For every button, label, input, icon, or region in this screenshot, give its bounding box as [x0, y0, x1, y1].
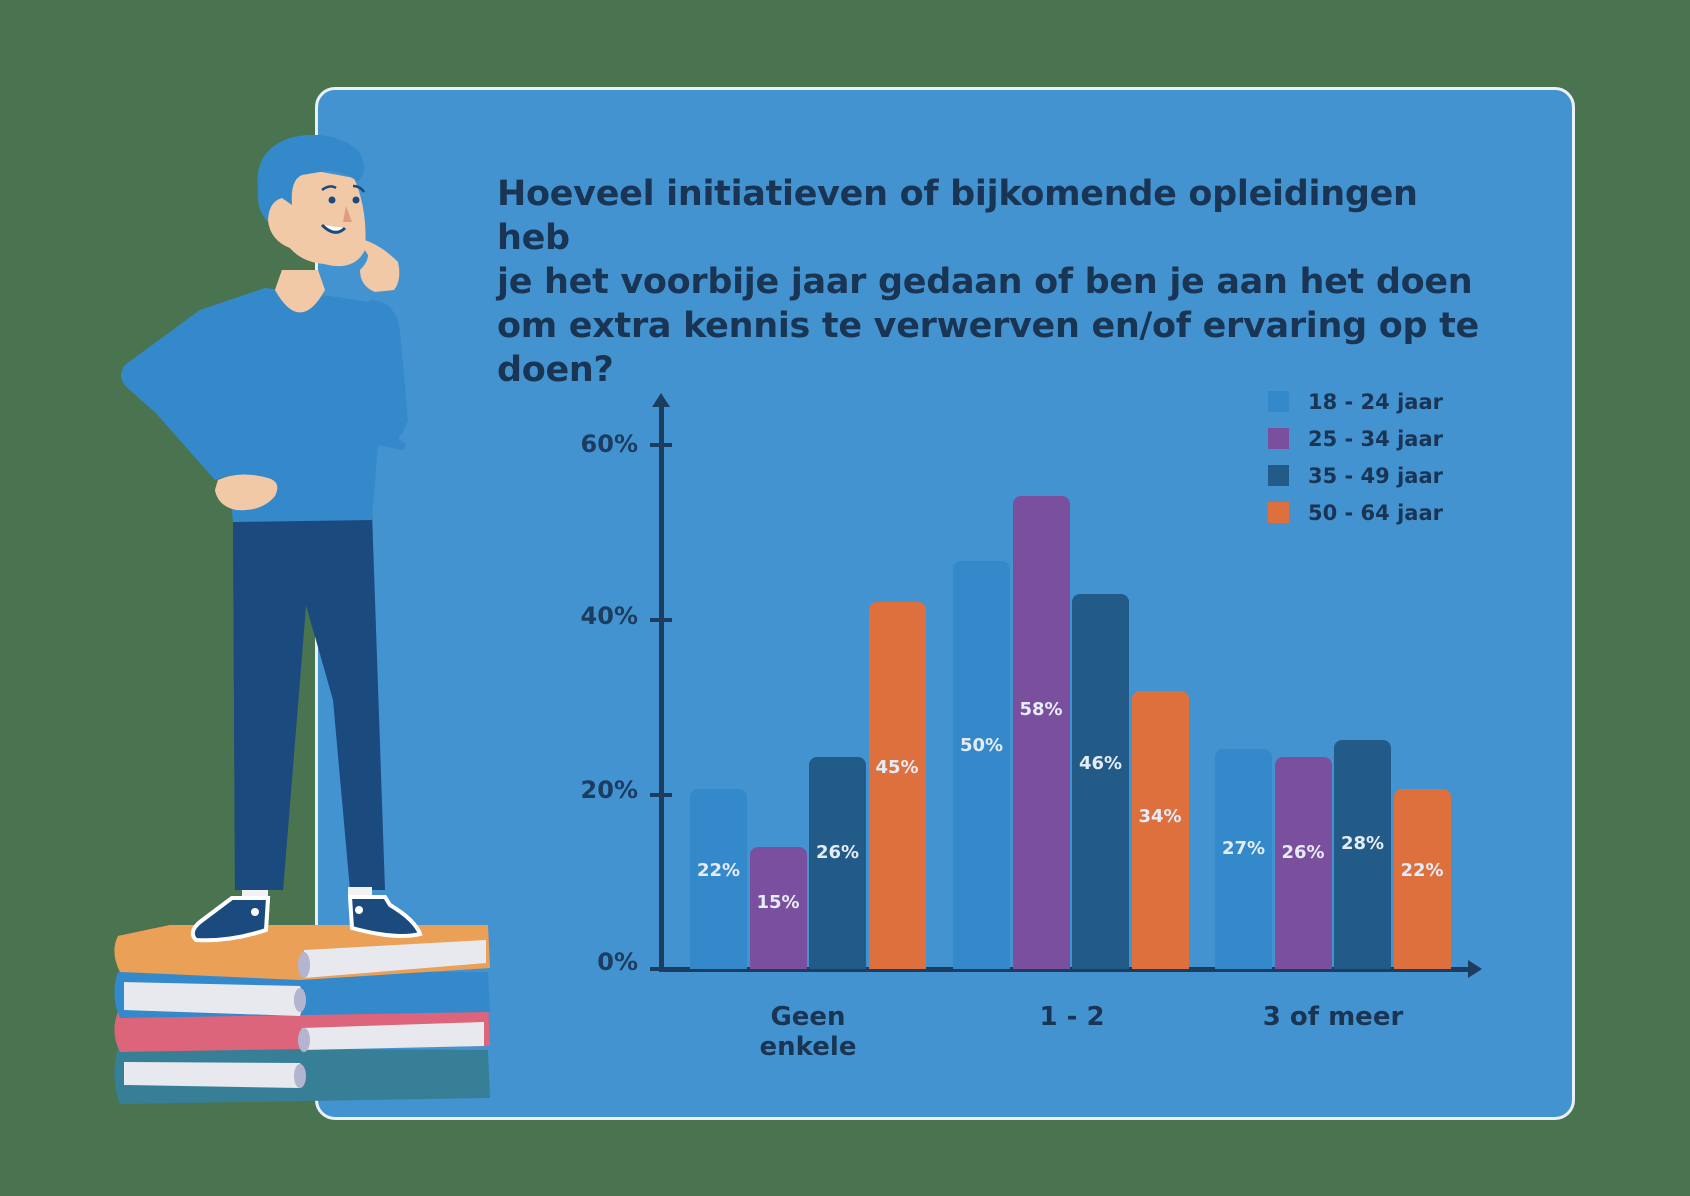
x-category-label: 1 - 2 — [972, 1002, 1172, 1032]
title-line: je het voorbije jaar gedaan of ben je aa… — [497, 262, 1473, 302]
bar: 22% — [690, 789, 747, 969]
x-category-label-line: 1 - 2 — [1039, 1002, 1105, 1032]
bar-value-label: 34% — [1138, 806, 1182, 827]
legend-label: 18 - 24 jaar — [1308, 389, 1443, 414]
x-axis-line — [659, 967, 1471, 972]
bar-value-label: 26% — [815, 842, 860, 863]
legend-item: 18 - 24 jaar — [1268, 383, 1443, 420]
bar: 50% — [953, 561, 1010, 969]
x-axis-arrow-icon — [1468, 960, 1482, 978]
legend-label: 35 - 49 jaar — [1308, 463, 1443, 488]
legend-item: 50 - 64 jaar — [1268, 494, 1443, 531]
bar: 34% — [1131, 691, 1189, 969]
y-tick-20 — [650, 793, 672, 797]
y-axis-arrow-icon — [652, 393, 670, 407]
y-axis-line — [659, 400, 664, 972]
y-tick-label: 60% — [580, 430, 638, 458]
y-tick-40 — [650, 618, 672, 622]
y-tick-0 — [650, 967, 672, 971]
bar-value-label: 58% — [1019, 699, 1063, 720]
chart-title: Hoeveel initiatieven of bijkomende oplei… — [497, 172, 1497, 392]
legend-swatch-icon — [1268, 465, 1289, 486]
bar-value-label: 45% — [875, 757, 919, 778]
bar-value-label: 50% — [959, 735, 1004, 756]
legend-swatch-icon — [1268, 391, 1289, 412]
bar-value-label: 27% — [1221, 838, 1266, 859]
bar: 46% — [1072, 594, 1129, 969]
bar: 22% — [1393, 789, 1451, 969]
bar-value-label: 22% — [696, 860, 741, 881]
bar: 27% — [1215, 749, 1272, 969]
x-category-label: 3 of meer — [1233, 1002, 1433, 1032]
x-category-label-line: Geen — [770, 1002, 846, 1032]
chart-legend: 18 - 24 jaar 25 - 34 jaar 35 - 49 jaar 5… — [1268, 383, 1443, 531]
bar: 15% — [749, 847, 807, 969]
legend-label: 50 - 64 jaar — [1308, 500, 1443, 525]
y-tick-label: 20% — [580, 776, 638, 804]
title-line: Hoeveel initiatieven of bijkomende oplei… — [497, 174, 1418, 258]
legend-swatch-icon — [1268, 428, 1289, 449]
bar: 58% — [1012, 496, 1070, 969]
title-line: om extra kennis te verwerven en/of ervar… — [497, 306, 1479, 346]
bar-value-label: 26% — [1281, 842, 1325, 863]
x-category-label-line: 3 of meer — [1262, 1002, 1404, 1032]
y-tick-60 — [650, 443, 672, 447]
legend-item: 35 - 49 jaar — [1268, 457, 1443, 494]
bar: 26% — [1274, 757, 1332, 969]
bar-value-label: 46% — [1078, 753, 1123, 774]
bar-value-label: 15% — [756, 892, 800, 913]
title-line: doen? — [497, 350, 614, 390]
y-tick-label: 0% — [597, 948, 638, 976]
bar: 28% — [1334, 740, 1391, 969]
y-tick-label: 40% — [580, 602, 638, 630]
bar: 45% — [868, 602, 926, 969]
bar-value-label: 22% — [1400, 860, 1444, 881]
legend-swatch-icon — [1268, 502, 1289, 523]
legend-item: 25 - 34 jaar — [1268, 420, 1443, 457]
bar-value-label: 28% — [1340, 833, 1385, 854]
x-category-label-line: enkele — [759, 1032, 857, 1062]
bar: 26% — [809, 757, 866, 969]
x-category-label: Geen enkele — [708, 1002, 908, 1062]
legend-label: 25 - 34 jaar — [1308, 426, 1443, 451]
